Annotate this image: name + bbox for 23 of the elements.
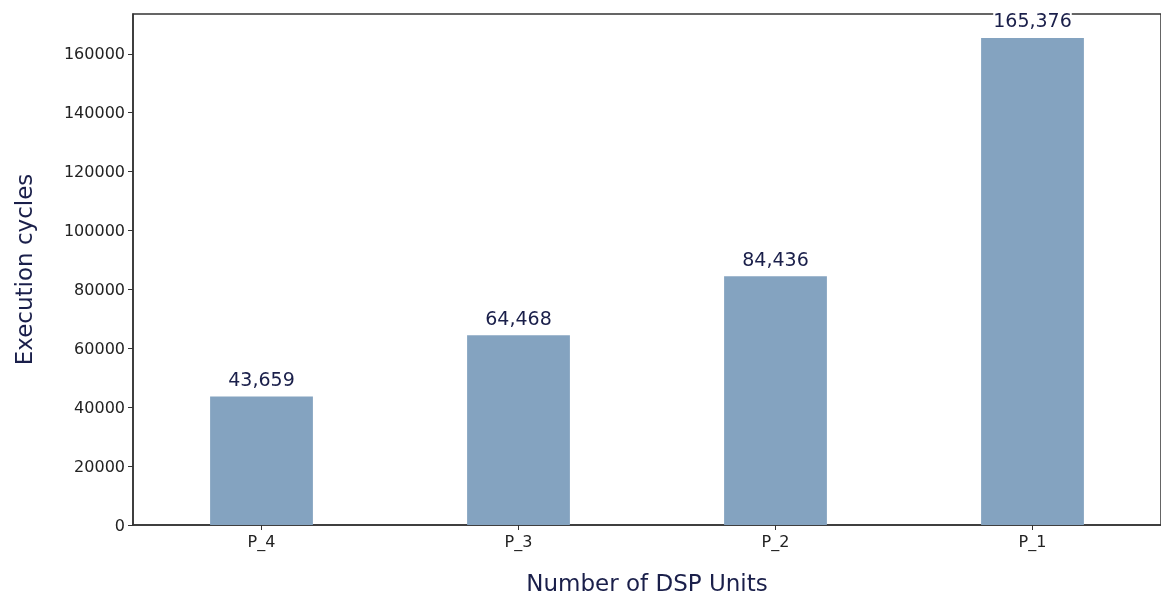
x-axis-title: Number of DSP Units xyxy=(526,569,768,596)
y-tick-label: 80000 xyxy=(74,279,125,299)
y-tick-label: 160000 xyxy=(63,44,125,64)
x-tick-label: P_3 xyxy=(504,531,533,552)
bar xyxy=(210,396,313,525)
y-tick-label: 40000 xyxy=(74,397,125,417)
y-tick-label: 120000 xyxy=(63,162,125,182)
y-tick-label: 20000 xyxy=(74,456,125,476)
y-tick-label: 100000 xyxy=(63,220,125,240)
bar xyxy=(467,335,570,525)
data-label: 165,376 xyxy=(993,9,1072,32)
y-axis-title: Execution cycles xyxy=(10,173,37,366)
x-tick-label: P_1 xyxy=(1018,531,1047,552)
data-label: 64,468 xyxy=(485,306,552,329)
data-label: 43,659 xyxy=(228,367,295,390)
bar xyxy=(724,276,827,525)
x-tick-label: P_4 xyxy=(247,531,276,552)
x-tick-label: P_2 xyxy=(761,531,790,552)
y-tick-label: 0 xyxy=(114,515,125,535)
y-tick-label: 60000 xyxy=(74,338,125,358)
y-tick-label: 140000 xyxy=(63,103,125,123)
data-label: 84,436 xyxy=(742,247,809,270)
bar xyxy=(981,37,1084,525)
